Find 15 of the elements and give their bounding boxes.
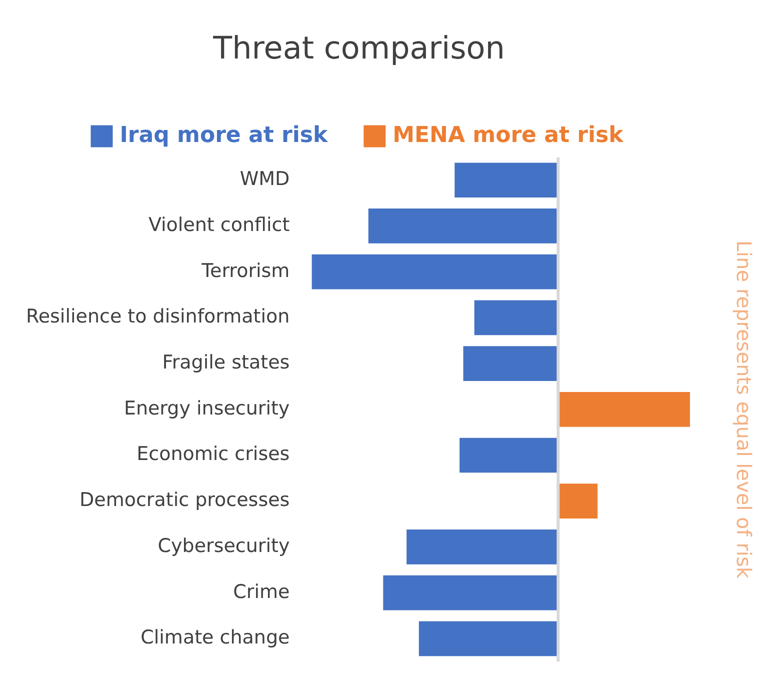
y-tick-label: Violent conflict xyxy=(148,214,290,236)
y-tick-label: Economic crises xyxy=(136,443,290,466)
legend-label: Iraq more at risk xyxy=(120,122,330,148)
y-tick-label: Climate change xyxy=(140,626,290,649)
chart-title: Threat comparison xyxy=(212,30,505,67)
y-tick-label: Terrorism xyxy=(200,260,290,282)
y-tick-label: WMD xyxy=(240,168,290,190)
y-tick-label: Fragile states xyxy=(162,351,290,374)
y-tick-label: Cybersecurity xyxy=(158,534,290,557)
text: Line represents equal level of risk xyxy=(732,240,756,579)
y-tick-label: Democratic processes xyxy=(80,489,290,512)
legend-label: MENA more at risk xyxy=(392,122,625,148)
y-tick-label: Crime xyxy=(233,580,290,603)
y-tick-label: Energy insecurity xyxy=(124,397,290,420)
y-tick-label: Resilience to disinformation xyxy=(26,306,290,328)
